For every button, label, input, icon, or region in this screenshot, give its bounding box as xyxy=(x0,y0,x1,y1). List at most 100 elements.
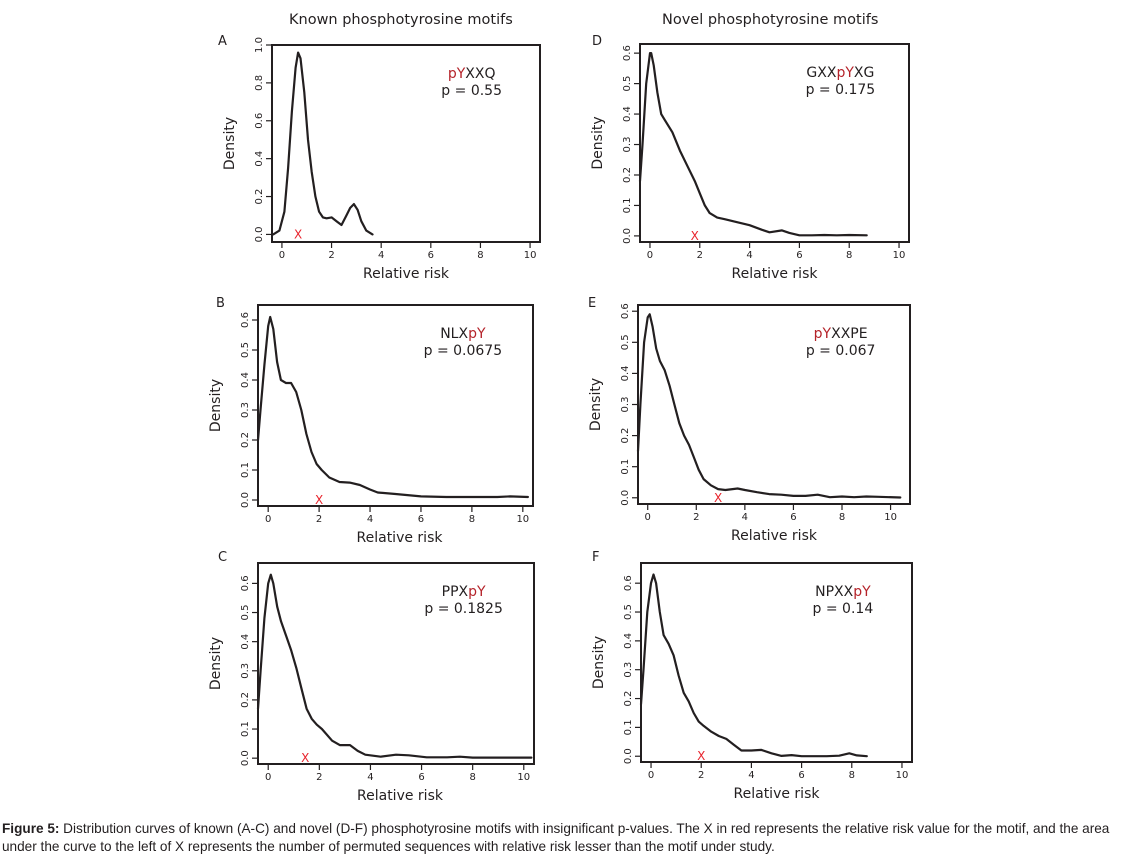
x-tick-label: 6 xyxy=(428,250,434,261)
plot-frame xyxy=(271,44,541,243)
figure-caption: Figure 5: Distribution curves of known (… xyxy=(2,820,1124,856)
y-tick-label: 0.4 xyxy=(620,365,631,381)
x-tick-label: 10 xyxy=(524,250,537,261)
x-tick-label: 0 xyxy=(645,512,651,523)
y-tick-label: 0.5 xyxy=(620,334,631,350)
y-tick-label: 0.3 xyxy=(240,402,251,418)
x-tick-label: 10 xyxy=(896,770,909,781)
x-tick-label: 2 xyxy=(697,250,703,261)
relative-risk-marker: X xyxy=(301,751,309,765)
y-tick-label: 0.0 xyxy=(623,748,634,764)
motif-phospho-segment: pY xyxy=(836,65,854,81)
motif-phospho-segment: pY xyxy=(448,66,466,82)
column-title-novel: Novel phosphotyrosine motifs xyxy=(662,12,879,28)
x-tick-label: 8 xyxy=(469,514,475,525)
plot-frame xyxy=(640,562,913,763)
plot-frame xyxy=(637,304,911,505)
x-axis-label: Relative risk xyxy=(731,528,818,544)
y-axis-label: Density xyxy=(591,636,607,689)
density-curve xyxy=(636,313,902,499)
motif-label: NPXXpY xyxy=(815,584,871,600)
y-tick-label: 0.0 xyxy=(254,226,265,242)
y-axis-label: Density xyxy=(588,378,604,431)
p-value-label: p = 0.14 xyxy=(813,601,874,617)
y-tick-label: 0.1 xyxy=(622,197,633,213)
caption-text: Distribution curves of known (A-C) and n… xyxy=(2,821,1110,854)
y-tick-label: 0.6 xyxy=(620,303,631,319)
y-tick-label: 0.2 xyxy=(240,692,251,708)
y-tick-label: 0.6 xyxy=(623,575,634,591)
plot-frame xyxy=(257,304,534,507)
x-tick-label: 0 xyxy=(265,772,271,783)
x-tick-label: 8 xyxy=(839,512,845,523)
p-value-label: p = 0.55 xyxy=(441,83,502,99)
x-tick-label: 0 xyxy=(648,770,654,781)
y-tick-label: 0.2 xyxy=(240,432,251,448)
y-tick-label: 1.0 xyxy=(254,37,265,53)
x-axis-label: Relative risk xyxy=(363,266,450,282)
y-tick-label: 0.1 xyxy=(240,462,251,478)
x-tick-label: 6 xyxy=(418,514,424,525)
y-tick-label: 0.2 xyxy=(623,691,634,707)
x-axis-label: Relative risk xyxy=(734,786,821,802)
y-tick-label: 0.0 xyxy=(620,490,631,506)
x-tick-label: 8 xyxy=(846,250,852,261)
x-axis-label: Relative risk xyxy=(357,788,444,804)
y-tick-label: 0.3 xyxy=(620,397,631,413)
panel-letter: C xyxy=(218,550,227,565)
y-tick-label: 0.5 xyxy=(240,605,251,621)
y-tick-label: 0.1 xyxy=(623,719,634,735)
y-tick-label: 0.1 xyxy=(240,721,251,737)
motif-label: pYXXQ xyxy=(448,66,496,82)
motif-segment: NPXX xyxy=(815,584,854,600)
density-curve xyxy=(256,573,533,759)
x-tick-label: 6 xyxy=(796,250,802,261)
x-tick-label: 2 xyxy=(316,772,322,783)
x-axis-label: Relative risk xyxy=(732,266,819,282)
y-tick-label: 0.5 xyxy=(623,604,634,620)
motif-phospho-segment: pY xyxy=(468,584,486,600)
panel-f: F 0 2 4 6 8 10 0.0 0.1 0.2 0.3 0.4 0.5 0.6 Relative ri… xyxy=(591,550,913,802)
motif-phospho-segment: pY xyxy=(814,326,832,342)
y-tick-label: 0.0 xyxy=(622,228,633,244)
y-tick-label: 0.2 xyxy=(254,189,265,205)
panel-d: D 0 2 4 6 8 10 0.0 0.1 0.2 0.3 0.4 0.5 0.6 Relative ri… xyxy=(590,34,910,282)
density-curve xyxy=(272,51,374,236)
y-tick-label: 0.5 xyxy=(240,342,251,358)
caption-label: Figure 5: xyxy=(2,821,60,836)
y-tick-label: 0.0 xyxy=(240,492,251,508)
relative-risk-marker: X xyxy=(315,493,323,507)
x-tick-label: 2 xyxy=(693,512,699,523)
motif-label: PPXpY xyxy=(442,584,486,600)
y-tick-label: 0.6 xyxy=(240,575,251,591)
x-tick-label: 2 xyxy=(316,514,322,525)
relative-risk-marker: X xyxy=(714,491,722,505)
density-curve xyxy=(256,315,529,499)
panel-a: A 0 2 4 6 8 10 0.0 0.2 0.4 0.6 0.8 1.0 Relative risk D… xyxy=(218,34,541,282)
y-tick-label: 0.4 xyxy=(623,633,634,649)
x-tick-label: 6 xyxy=(798,770,804,781)
x-tick-label: 10 xyxy=(517,772,530,783)
y-tick-label: 0.0 xyxy=(240,750,251,766)
motif-phospho-segment: pY xyxy=(853,584,871,600)
x-axis-label: Relative risk xyxy=(357,530,444,546)
x-tick-label: 4 xyxy=(367,514,373,525)
y-tick-label: 0.4 xyxy=(240,634,251,650)
x-tick-label: 8 xyxy=(469,772,475,783)
y-tick-label: 0.6 xyxy=(254,113,265,129)
motif-phospho-segment: pY xyxy=(468,326,486,342)
relative-risk-marker: X xyxy=(697,749,705,763)
p-value-label: p = 0.1825 xyxy=(424,601,503,617)
y-tick-label: 0.3 xyxy=(622,137,633,153)
y-axis-label: Density xyxy=(222,117,238,170)
x-tick-label: 2 xyxy=(698,770,704,781)
motif-segment: XXPE xyxy=(831,326,867,342)
panel-e: E 0 2 4 6 8 10 0.0 0.1 0.2 0.3 0.4 0.5 0.6 Relative ri… xyxy=(588,296,911,544)
y-tick-label: 0.6 xyxy=(622,45,633,61)
x-tick-label: 6 xyxy=(418,772,424,783)
panel-c: C 0 2 4 6 8 10 0.0 0.1 0.2 0.3 0.4 0.5 0.6 Relative ri… xyxy=(208,550,535,804)
y-tick-label: 0.6 xyxy=(240,312,251,328)
x-tick-label: 10 xyxy=(516,514,529,525)
panel-letter: B xyxy=(216,296,225,311)
